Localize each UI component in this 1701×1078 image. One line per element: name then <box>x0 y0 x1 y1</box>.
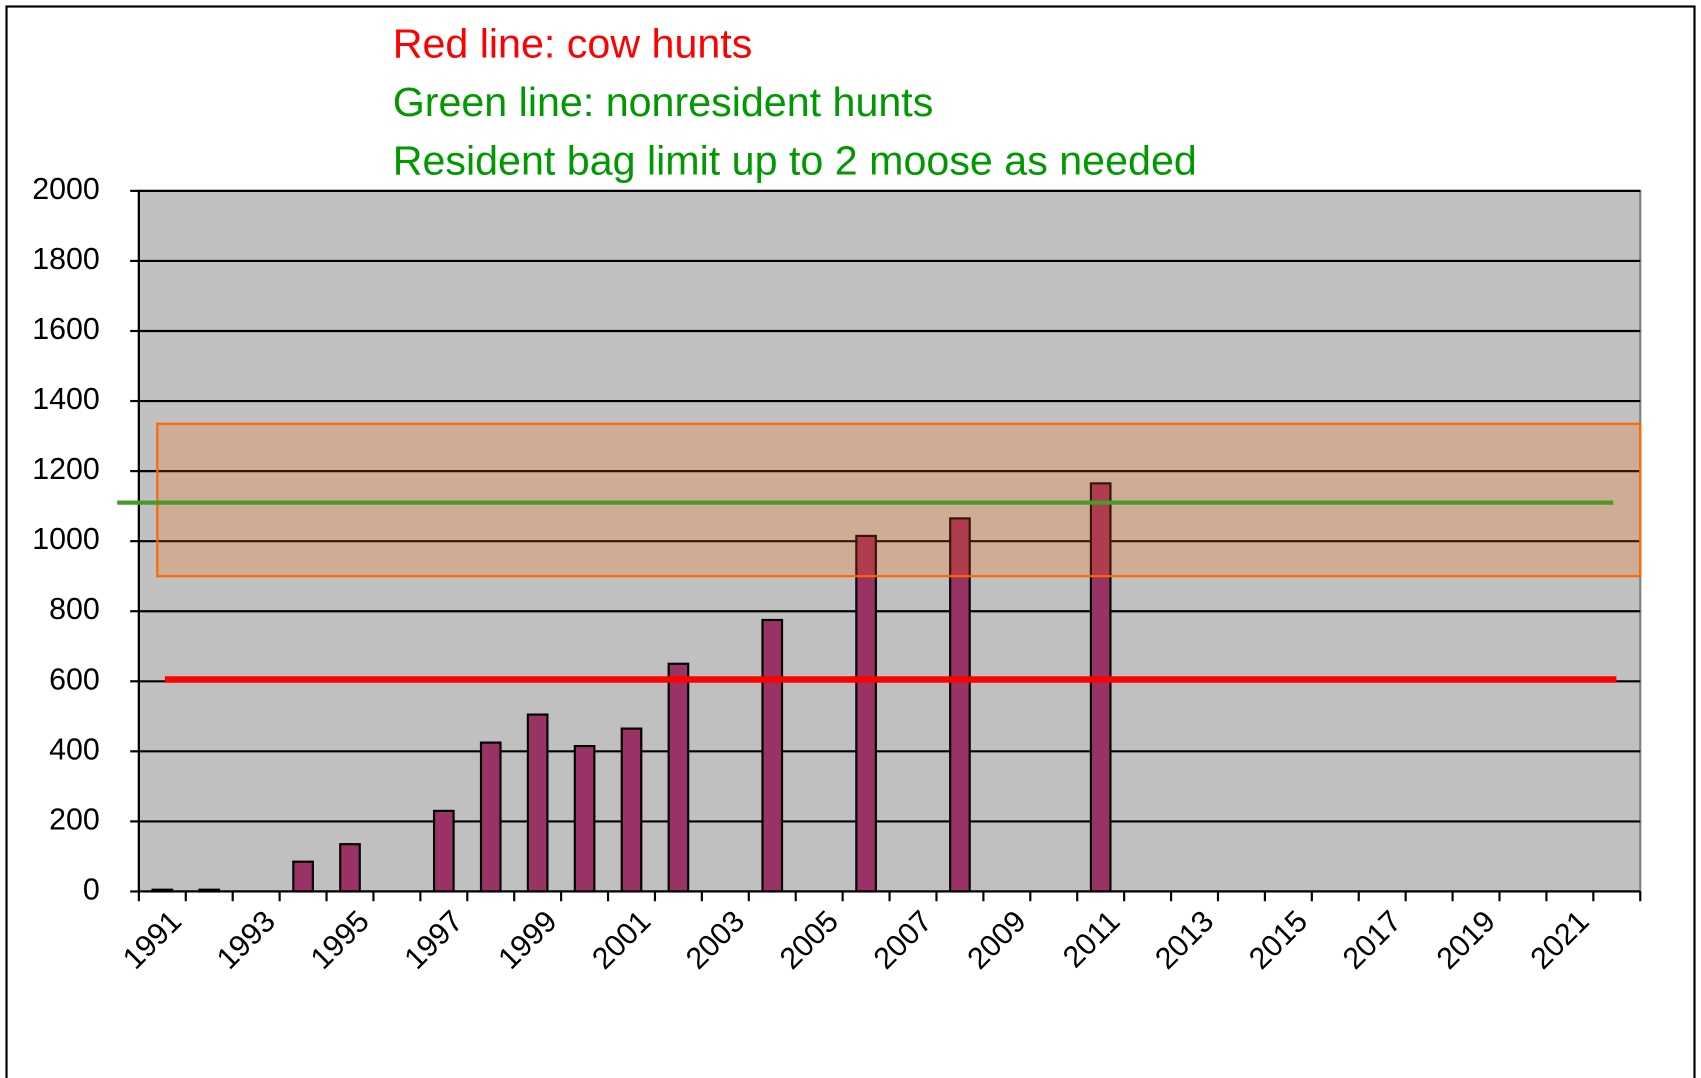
y-tick-label: 200 <box>49 803 100 836</box>
bar <box>855 534 877 893</box>
bar <box>620 727 643 893</box>
annotation: Resident bag limit up to 2 moose as need… <box>393 138 1197 184</box>
y-tick-label: 800 <box>49 593 100 626</box>
bar <box>761 618 784 893</box>
bar <box>339 843 361 893</box>
bar <box>667 662 690 893</box>
y-tick-label: 400 <box>49 733 100 766</box>
y-tick-label: 1600 <box>32 313 100 346</box>
bar <box>292 860 314 893</box>
highlight-band <box>156 422 1642 578</box>
y-tick-label: 1400 <box>32 383 100 416</box>
y-tick-label: 0 <box>83 873 100 906</box>
y-tick-label: 1800 <box>32 243 100 276</box>
y-tick-label: 1200 <box>32 453 100 486</box>
bar <box>573 745 596 893</box>
annotation: Green line: nonresident hunts <box>393 79 934 125</box>
annotation: Red line: cow hunts <box>393 21 753 67</box>
y-tick-label: 2000 <box>32 173 100 206</box>
bar <box>432 809 455 893</box>
bar <box>479 741 502 893</box>
bar <box>526 713 549 893</box>
y-tick-label: 1000 <box>32 523 100 556</box>
y-tick-label: 600 <box>49 663 100 696</box>
